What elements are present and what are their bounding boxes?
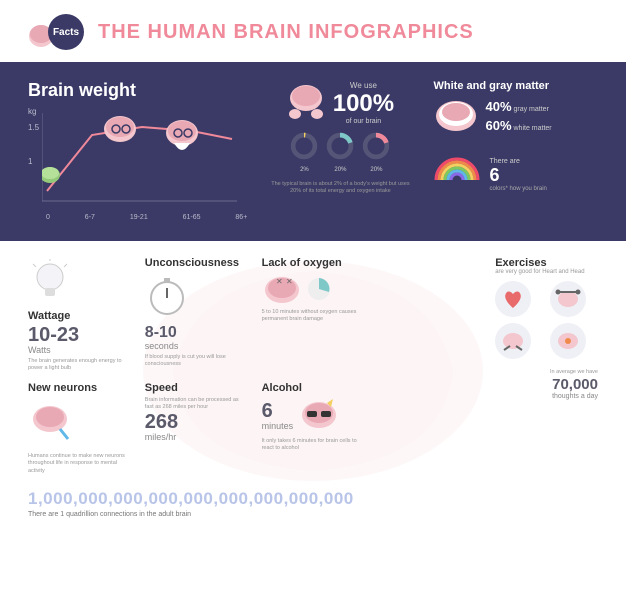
usage-pre: We use: [333, 81, 394, 90]
usage-value: 100%: [333, 90, 394, 118]
fact-neurons: New neurons Humans continue to make new …: [28, 382, 131, 474]
exercise-icon: [495, 323, 531, 359]
donut-label: 20%: [362, 167, 390, 173]
donut: 2%: [290, 132, 318, 173]
fact-unit: seconds: [145, 341, 248, 351]
fact-title: Alcohol: [262, 382, 365, 394]
fact-title: Lack of oxygen: [262, 257, 365, 269]
fact-desc: 5 to 10 minutes without oxygen causes pe…: [262, 309, 365, 323]
header: Facts THE HUMAN BRAIN INFOGRAPHICS: [0, 0, 626, 62]
fact-speed: Speed Brain information can be processed…: [145, 382, 248, 474]
there-are-label: There are: [490, 158, 547, 165]
fact-wattage: Wattage 10-23 Watts The brain generates …: [28, 257, 131, 372]
exercise-icon: [550, 323, 586, 359]
donut-row: 2% 20% 20%: [267, 132, 413, 173]
thoughts-block: In average we have 70,000 thoughts a day: [495, 369, 598, 400]
thoughts-pre: In average we have: [495, 369, 598, 376]
fact-title: Unconsciousness: [145, 257, 248, 269]
thoughts-sub: thoughts a day: [495, 393, 598, 400]
y-axis-unit: kg: [28, 107, 36, 116]
svg-text:✕: ✕: [286, 277, 293, 286]
brain-weight-title: Brain weight: [28, 80, 247, 101]
fact-value: 6: [262, 401, 294, 421]
dark-panel: Brain weight kg 1.5 1 0 6-7 19-21 61-65 …: [0, 62, 626, 241]
brain-sunglasses-icon: [299, 397, 339, 435]
colors-sub: colors* how you brain: [490, 186, 547, 192]
fact-title: New neurons: [28, 382, 131, 394]
brain-flex-icon: [287, 80, 325, 126]
fact-desc: The brain generates enough energy to pow…: [28, 358, 131, 372]
facts-label: Facts: [53, 27, 79, 38]
x-tick: 61-65: [183, 214, 201, 221]
fact-alcohol: Alcohol 6 minutes It only takes 6 minute…: [262, 382, 365, 474]
main-title: THE HUMAN BRAIN INFOGRAPHICS: [98, 21, 474, 44]
fact-desc: It only takes 6 minutes for brain cells …: [262, 438, 365, 452]
gray-label: gray matter: [514, 106, 549, 113]
fact-unit: miles/hr: [145, 432, 248, 442]
gray-value: 40%: [486, 99, 512, 114]
brain-writing-icon: [28, 399, 72, 443]
white-label: white matter: [514, 125, 552, 132]
exercises-title: Exercises: [495, 257, 598, 269]
matter-section: White and gray matter 40% gray matter 60…: [434, 80, 598, 219]
brain-dizzy-icon: ✕✕: [262, 272, 302, 306]
brain-weight-chart: kg 1.5 1 0 6-7 19-21 61-65 86+: [28, 109, 247, 219]
x-tick: 6-7: [85, 214, 95, 221]
brain-matter-icon: [434, 98, 478, 134]
fact-title: Wattage: [28, 310, 131, 322]
rainbow-icon: [434, 148, 480, 180]
stopwatch-icon: [145, 274, 189, 318]
fact-title: Speed: [145, 382, 248, 394]
exercise-icon: [550, 281, 586, 317]
lightbulb-icon: [28, 259, 72, 303]
fact-oxygen: Lack of oxygen ✕✕ 5 to 10 minutes withou…: [262, 257, 365, 372]
y-tick: 1: [28, 157, 32, 166]
fact-desc: If blood supply is cut you will lose con…: [145, 354, 248, 368]
svg-text:✕: ✕: [276, 277, 283, 286]
fact-unit: minutes: [262, 421, 294, 431]
lower-panel: Wattage 10-23 Watts The brain generates …: [0, 241, 626, 485]
fact-pre: Brain information can be processed as fa…: [145, 397, 248, 411]
facts-circle: Facts: [48, 14, 84, 50]
x-tick: 0: [46, 214, 50, 221]
fact-value: 10-23: [28, 325, 131, 345]
exercises-section: Exercises are very good for Heart and He…: [495, 257, 598, 475]
fact-unit: Watts: [28, 345, 131, 355]
x-tick: 19-21: [130, 214, 148, 221]
fact-value: 8-10: [145, 325, 248, 341]
colors-count: 6: [490, 165, 547, 186]
donut-label: 20%: [326, 167, 354, 173]
pie-icon: [306, 276, 332, 302]
spacer: [378, 257, 481, 372]
matter-title: White and gray matter: [434, 80, 598, 92]
exercises-sub: are very good for Heart and Head: [495, 269, 598, 275]
usage-section: We use 100% of our brain 2% 20% 20% The …: [267, 80, 413, 219]
exercise-icon: [495, 281, 531, 317]
spacer: [378, 382, 481, 474]
fact-value: 268: [145, 412, 248, 432]
donut: 20%: [326, 132, 354, 173]
donut: 20%: [362, 132, 390, 173]
x-tick: 86+: [235, 214, 247, 221]
facts-badge: Facts: [28, 14, 84, 50]
usage-post: of our brain: [333, 118, 394, 125]
brain-weight-section: Brain weight kg 1.5 1 0 6-7 19-21 61-65 …: [28, 80, 247, 219]
fact-unconsciousness: Unconsciousness 8-10 seconds If blood su…: [145, 257, 248, 372]
fact-desc: Humans continue to make new neurons thro…: [28, 453, 131, 474]
y-tick: 1.5: [28, 123, 39, 132]
usage-footnote: The typical brain is about 2% of a body'…: [267, 181, 413, 195]
white-value: 60%: [486, 118, 512, 133]
bignum-sub: There are 1 quadrillion connections in t…: [28, 511, 598, 518]
thoughts-value: 70,000: [495, 376, 598, 393]
x-axis: 0 6-7 19-21 61-65 86+: [46, 214, 247, 221]
donut-label: 2%: [290, 167, 318, 173]
